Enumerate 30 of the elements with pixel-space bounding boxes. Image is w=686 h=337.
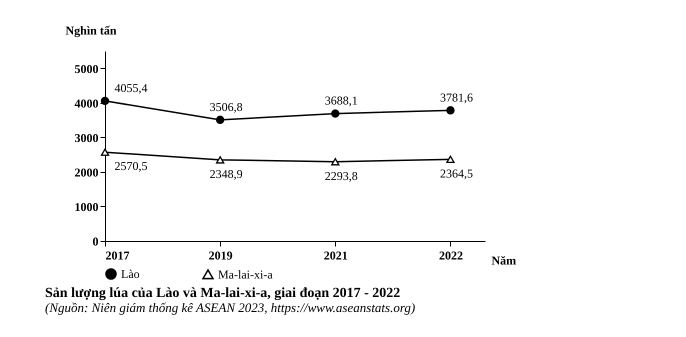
data-label: 3688,1 — [324, 94, 358, 108]
point — [446, 156, 455, 164]
y-tick-label: 1000 — [74, 200, 98, 214]
x-tick-label: 2019 — [208, 248, 233, 262]
x-tick-label: 2021 — [324, 248, 348, 262]
legend-label: Lào — [121, 267, 140, 281]
x-tick-label: 2017 — [106, 248, 130, 262]
y-tick-label: 2000 — [74, 165, 98, 180]
data-label: 2293,8 — [324, 168, 358, 183]
y-tick-label: 5000 — [74, 62, 98, 76]
y-axis-title: Nghìn tấn — [66, 24, 117, 38]
point — [331, 158, 340, 166]
x-axis-title: Năm — [492, 254, 516, 268]
point — [446, 106, 455, 115]
point — [331, 109, 340, 118]
data-label: 3506,8 — [210, 100, 243, 114]
data-label: 2364,5 — [440, 166, 473, 180]
legend-label: Ma-lai-xi-a — [218, 267, 274, 282]
text: (Nguồn: Niên giám thống kê ASEAN 2023, https://www.aseanstats.org) — [45, 300, 416, 315]
data-label: 2570,5 — [114, 159, 148, 174]
data-label: 2348,9 — [210, 166, 243, 181]
point — [216, 116, 224, 124]
y-tick-label: 4000 — [74, 96, 98, 110]
data-label: 3781,6 — [440, 90, 473, 104]
y-tick-label: 0 — [92, 234, 98, 248]
y-tick-label: 3000 — [74, 130, 98, 145]
data-label: 4055,4 — [114, 80, 148, 95]
point — [216, 156, 224, 164]
x-tick-label: 2022 — [438, 248, 463, 262]
text: Sản lượng lúa của Lào và Ma-lai-xi-a, giai đoạn 2017 - 2022 — [45, 286, 400, 301]
